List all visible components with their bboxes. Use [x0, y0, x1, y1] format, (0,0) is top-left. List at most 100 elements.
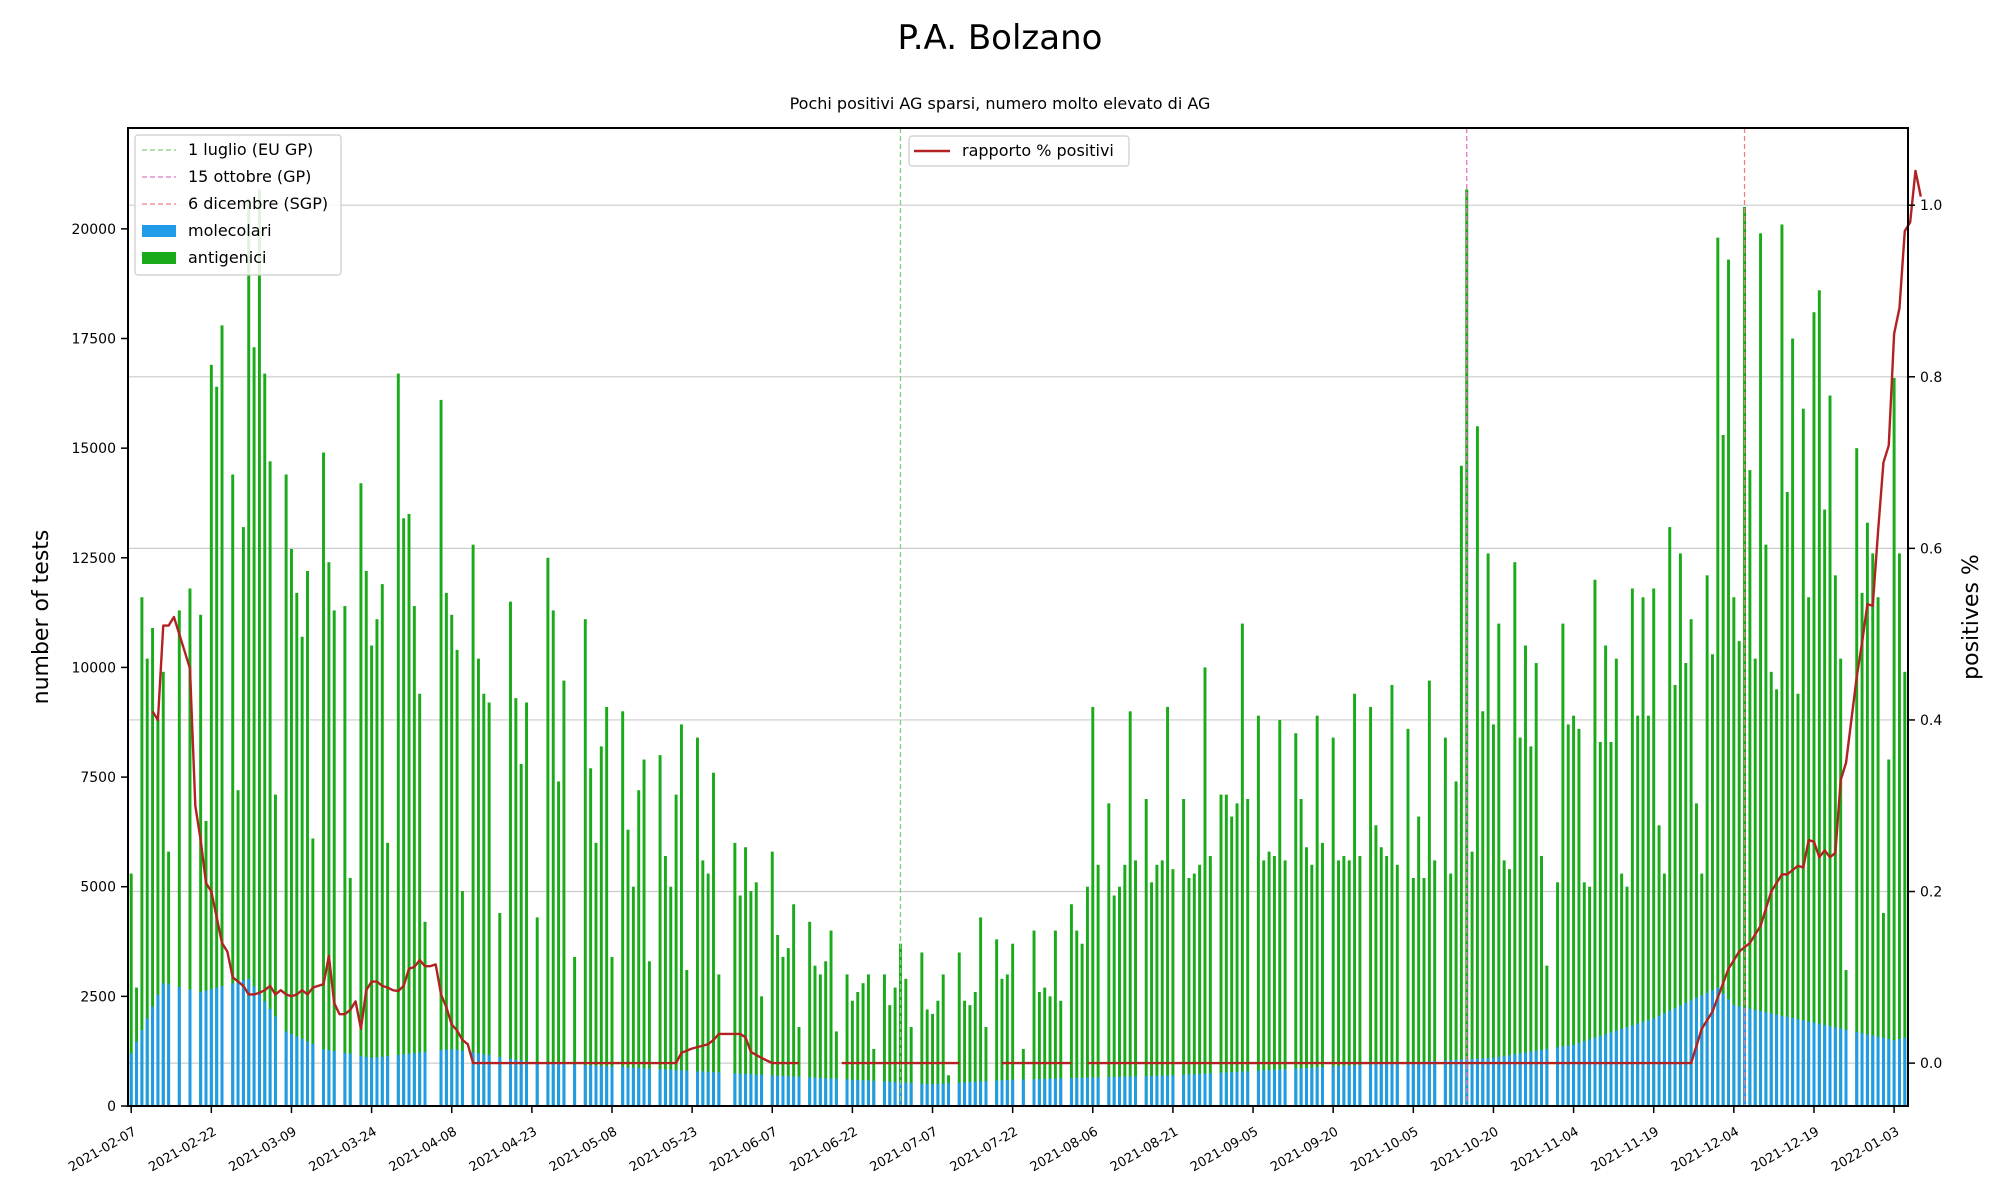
antigen-bar — [1283, 860, 1287, 1106]
antigen-bar — [423, 921, 427, 1106]
y2-tick-label: 0.8 — [1920, 370, 1942, 386]
antigen-bar — [167, 851, 171, 1106]
antigen-bar — [322, 452, 325, 1106]
molecular-bar — [519, 1060, 523, 1106]
antigen-bar — [1807, 597, 1811, 1106]
antigen-bar — [1203, 667, 1207, 1106]
molecular-bar — [1299, 1068, 1303, 1106]
antigen-bar — [1294, 733, 1298, 1106]
x-tick-label: 2021-07-07 — [868, 1124, 941, 1175]
molecular-bar — [1502, 1056, 1506, 1106]
molecular-bar — [1556, 1047, 1560, 1106]
molecular-bar — [1155, 1075, 1159, 1106]
antigen-bar — [1705, 575, 1709, 1106]
antigen-bar — [583, 619, 587, 1106]
antigen-bar — [701, 860, 705, 1106]
molecular-bar — [797, 1076, 801, 1106]
molecular-bar — [781, 1075, 785, 1106]
molecular-bar — [1700, 995, 1704, 1106]
antigen-bar — [1267, 851, 1271, 1106]
molecular-bar — [861, 1080, 865, 1106]
molecular-bar — [300, 1038, 304, 1106]
antigen-bar — [1385, 856, 1389, 1106]
antigen-bar — [1085, 886, 1089, 1106]
antigen-bar — [663, 856, 667, 1106]
x-tick-label: 2021-08-21 — [1108, 1124, 1181, 1175]
antigen-bar — [893, 987, 897, 1106]
molecular-bar — [1753, 1009, 1757, 1106]
antigen-bar — [738, 895, 742, 1106]
molecular-bar — [1588, 1039, 1592, 1106]
antigen-bar — [963, 1000, 967, 1106]
molecular-bar — [1107, 1077, 1111, 1106]
antigen-bar — [1411, 877, 1415, 1106]
antigen-bar — [1534, 663, 1538, 1106]
antigen-bar — [231, 474, 235, 1107]
legend-label: rapporto % positivi — [962, 141, 1114, 160]
antigen-bar — [1737, 641, 1741, 1106]
molecular-bar — [1497, 1056, 1501, 1106]
molecular-bar — [1085, 1077, 1089, 1106]
antigen-bar — [818, 974, 822, 1106]
antigen-bar — [1059, 1000, 1063, 1106]
molecular-bar — [626, 1067, 630, 1106]
antigen-bar — [1091, 706, 1095, 1106]
molecular-bar — [263, 1001, 267, 1106]
molecular-bar — [1684, 1002, 1688, 1106]
molecular-bar — [273, 1016, 277, 1106]
molecular-bar — [1166, 1075, 1170, 1106]
molecular-bar — [439, 1050, 443, 1106]
molecular-bar — [1732, 1005, 1736, 1106]
y-tick-label: 20000 — [71, 222, 116, 238]
antigen-bar — [594, 842, 598, 1106]
antigen-bar — [412, 606, 416, 1106]
molecular-bar — [215, 987, 219, 1106]
antigen-bar — [1614, 658, 1618, 1106]
molecular-bar — [1150, 1075, 1154, 1106]
antigen-bar — [1855, 448, 1859, 1106]
molecular-bar — [1331, 1066, 1335, 1106]
molecular-bar — [583, 1065, 587, 1106]
antigen-bar — [546, 557, 550, 1106]
x-tick-label: 2021-06-22 — [787, 1124, 860, 1175]
antigen-bar — [306, 570, 309, 1106]
molecular-bar — [1828, 1026, 1832, 1106]
molecular-bar — [220, 986, 224, 1106]
antigen-bar — [311, 838, 315, 1106]
antigen-bar — [1684, 663, 1688, 1106]
antigen-bar — [1791, 338, 1795, 1106]
antigen-bar — [786, 948, 790, 1106]
molecular-bar — [813, 1077, 817, 1106]
antigen-bar — [679, 724, 683, 1106]
antigen-bar — [1689, 619, 1693, 1106]
antigen-bar — [1759, 233, 1763, 1106]
molecular-bar — [1524, 1052, 1527, 1106]
molecular-bar — [455, 1049, 459, 1106]
molecular-bar — [129, 1053, 133, 1106]
molecular-bar — [1561, 1046, 1565, 1106]
molecular-bar — [1807, 1021, 1811, 1106]
antigen-bar — [1540, 856, 1543, 1106]
antigen-bar — [220, 325, 224, 1107]
antigen-bar — [140, 597, 144, 1106]
antigen-bar — [1021, 1048, 1025, 1106]
molecular-bar — [1005, 1079, 1009, 1106]
x-tick-label: 2021-07-22 — [948, 1124, 1021, 1175]
antigen-bar — [1604, 645, 1608, 1106]
molecular-bar — [562, 1063, 566, 1106]
antigen-bar — [1582, 882, 1586, 1106]
antigen-bar — [364, 570, 368, 1106]
antigen-bar — [1678, 553, 1682, 1106]
antigen-bar — [145, 658, 149, 1106]
molecular-bar — [573, 1064, 577, 1106]
molecular-bar — [818, 1077, 822, 1106]
antigen-bar — [968, 1005, 972, 1106]
y-tick-label: 0 — [107, 1099, 116, 1115]
antigen-bar — [535, 917, 539, 1106]
antigen-bar — [284, 474, 288, 1107]
antigen-bar — [295, 592, 299, 1106]
molecular-bar — [487, 1055, 491, 1106]
antigen-bar — [1369, 706, 1373, 1106]
antigen-bar — [1123, 864, 1127, 1106]
molecular-bar — [396, 1054, 400, 1106]
